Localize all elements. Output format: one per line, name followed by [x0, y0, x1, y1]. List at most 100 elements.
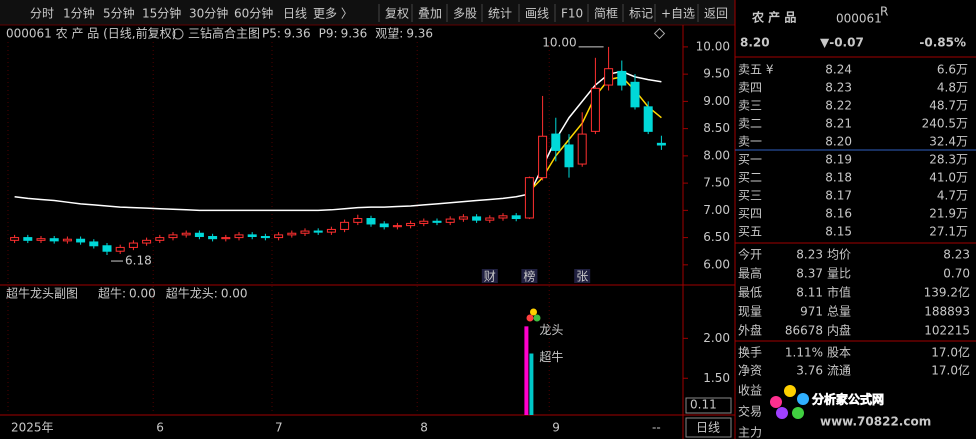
candle-body	[630, 81, 640, 108]
chart-title: 000061 农 产 品 (日线,前复权)	[6, 26, 176, 41]
candle-body	[194, 232, 204, 238]
x-tick-label: 9	[552, 421, 560, 435]
candle-body	[49, 238, 59, 242]
candle-body	[538, 135, 548, 179]
stat-label: 净资	[738, 364, 762, 378]
toolbar-tab[interactable]: 更多 〉	[313, 7, 353, 21]
param-value: 9.36	[284, 27, 311, 41]
stat-label: 量比	[827, 267, 851, 281]
candle-body	[234, 234, 244, 239]
price-change-pct: -0.85%	[919, 36, 966, 50]
header-icon[interactable]	[172, 28, 184, 40]
param-name: P9:	[319, 27, 338, 41]
last-price: 8.20	[740, 36, 770, 50]
stat-label: 今开	[738, 247, 762, 262]
logo-petal	[792, 407, 804, 419]
book-volume: 4.8万	[937, 81, 968, 95]
toolbar-button[interactable]: 统计	[488, 7, 512, 21]
toolbar-bg	[0, 0, 735, 25]
candle-body	[353, 218, 363, 223]
indicator-bar	[529, 353, 534, 415]
y-tick-label: 6.50	[703, 230, 730, 244]
toolbar-button[interactable]: +自选	[661, 7, 695, 21]
book-volume: 6.6万	[937, 63, 968, 77]
toolbar-tab[interactable]: 15分钟	[142, 6, 181, 21]
toolbar-tab[interactable]: 60分钟	[234, 6, 273, 21]
candle-body	[617, 70, 627, 86]
x-tick-label: 7	[275, 421, 283, 435]
panel-tab[interactable]: 收益	[738, 384, 762, 398]
param-value: 9.36	[406, 27, 433, 41]
book-label: 买三	[738, 189, 762, 203]
sub-title: 超牛龙头副图	[6, 286, 78, 301]
stat-label: 最低	[738, 286, 762, 300]
toolbar-button[interactable]: 复权	[385, 7, 409, 21]
stock-badge: R	[880, 5, 888, 19]
toolbar-button[interactable]: 画线	[525, 7, 549, 21]
toolbar-tab[interactable]: 分时	[30, 7, 54, 21]
candle-body	[181, 232, 191, 236]
book-label: 卖一	[738, 135, 762, 149]
panel-tab[interactable]: 主力	[738, 426, 762, 439]
toolbar-button[interactable]: 多股	[453, 7, 477, 21]
stat-label: 内盘	[827, 323, 851, 338]
book-volume: 21.9万	[929, 207, 968, 221]
candle-body	[577, 133, 587, 165]
candle-body	[419, 220, 429, 224]
icon-dot	[533, 314, 541, 322]
toolbar-button[interactable]: 叠加	[418, 7, 442, 21]
event-label: 榜	[523, 269, 535, 284]
logo-petal	[797, 393, 809, 405]
toolbar-tab[interactable]: 日线	[283, 7, 307, 21]
book-label: 卖五 ¥	[738, 63, 774, 77]
candle-body	[340, 221, 350, 230]
stat-label: 股本	[827, 346, 851, 360]
book-label: 买一	[738, 153, 762, 167]
stat-value: 8.23	[796, 248, 823, 262]
book-label: 卖二	[738, 117, 762, 131]
sub-icon	[526, 308, 541, 322]
toolbar-tab[interactable]: 5分钟	[103, 6, 135, 21]
event-label: 财	[484, 270, 496, 284]
header-icon[interactable]	[653, 27, 666, 40]
stat-label: 外盘	[738, 323, 762, 338]
book-price: 8.16	[825, 207, 852, 221]
stock-name: 农 产 品	[751, 10, 796, 25]
stat-label: 总量	[827, 305, 851, 319]
candle-body	[23, 237, 33, 241]
stat-value: 17.0亿	[931, 345, 970, 360]
candle-body	[208, 236, 218, 240]
watermark-url: www.70822.com	[820, 415, 931, 429]
readout-value: 0.00	[129, 287, 156, 301]
book-price: 8.19	[825, 153, 852, 167]
panel-tab[interactable]: 交易	[738, 404, 762, 419]
book-label: 买四	[738, 207, 762, 221]
book-price: 8.22	[825, 99, 852, 113]
book-price: 8.20	[825, 135, 852, 149]
candle-body	[168, 234, 178, 239]
toolbar-tab[interactable]: 1分钟	[63, 6, 95, 21]
candle-body	[643, 106, 653, 132]
book-volume: 32.4万	[929, 135, 968, 149]
period-placeholder: --	[652, 421, 661, 435]
period-label[interactable]: 日线	[696, 421, 720, 435]
candle-body	[432, 220, 442, 223]
y-tick-label: 6.00	[703, 257, 730, 271]
stat-value: 102215	[924, 324, 970, 338]
candle-body	[89, 241, 99, 247]
period-box[interactable]	[685, 417, 732, 438]
candle-body	[564, 144, 574, 168]
book-label: 卖四	[738, 81, 762, 95]
candle-body	[458, 216, 468, 220]
book-volume: 4.7万	[937, 189, 968, 203]
toolbar-tab[interactable]: 30分钟	[189, 6, 228, 21]
candle-body	[62, 238, 72, 242]
toolbar-button[interactable]: 简框	[594, 7, 618, 21]
candle-body	[247, 234, 257, 238]
toolbar-button[interactable]: 标记	[629, 7, 653, 21]
toolbar-button[interactable]: F10	[561, 7, 583, 21]
candle-body	[326, 228, 336, 233]
stat-value: 8.11	[796, 286, 823, 300]
toolbar-button[interactable]: 返回	[704, 7, 728, 21]
candle-body	[260, 236, 270, 239]
